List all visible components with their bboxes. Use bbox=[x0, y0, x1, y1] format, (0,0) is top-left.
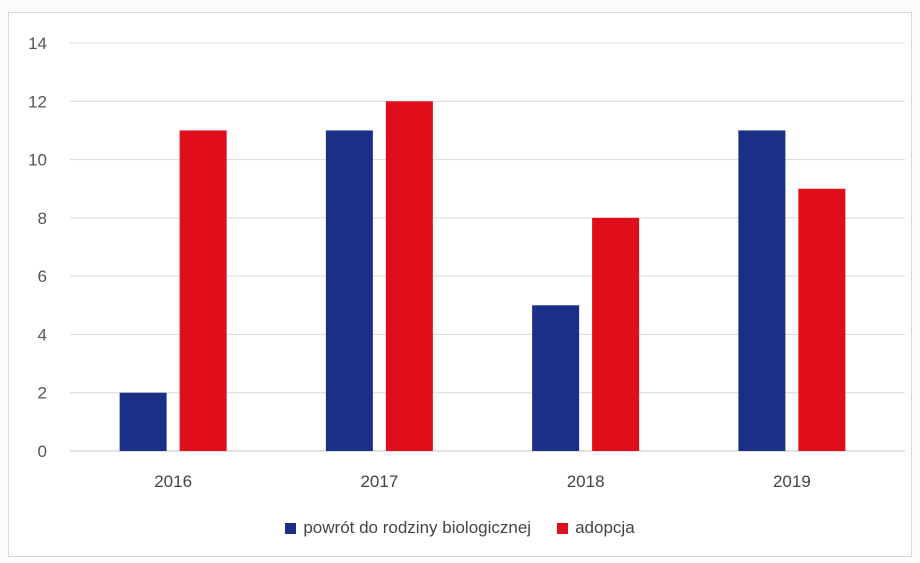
y-tick-label-12: 12 bbox=[28, 92, 47, 111]
bar-2018-series-1 bbox=[532, 305, 580, 451]
y-tick-label-0: 0 bbox=[38, 442, 47, 461]
legend-label-series-2: adopcja bbox=[575, 518, 635, 537]
legend-swatch-series-1 bbox=[285, 522, 297, 534]
legend: powrót do rodziny biologicznej adopcja bbox=[0, 518, 920, 538]
x-tick-label-2019: 2019 bbox=[773, 472, 811, 491]
bar-2019-series-2 bbox=[798, 188, 846, 451]
y-tick-label-2: 2 bbox=[38, 384, 47, 403]
x-tick-label-2016: 2016 bbox=[154, 472, 192, 491]
bar-2017-series-1 bbox=[325, 130, 373, 451]
y-tick-label-8: 8 bbox=[38, 209, 47, 228]
x-tick-label-2017: 2017 bbox=[360, 472, 398, 491]
y-tick-label-10: 10 bbox=[28, 151, 47, 170]
legend-label-series-1: powrót do rodziny biologicznej bbox=[303, 518, 532, 537]
legend-item-series-2: adopcja bbox=[557, 518, 635, 538]
bar-2018-series-2 bbox=[592, 217, 640, 451]
x-tick-label-2018: 2018 bbox=[567, 472, 605, 491]
bar-2017-series-2 bbox=[385, 101, 433, 452]
y-tick-label-4: 4 bbox=[38, 325, 47, 344]
y-tick-label-14: 14 bbox=[28, 34, 47, 53]
bar-2016-series-1 bbox=[119, 392, 167, 451]
y-tick-label-6: 6 bbox=[38, 267, 47, 286]
bar-2016-series-2 bbox=[179, 130, 227, 451]
bar-2019-series-1 bbox=[738, 130, 786, 451]
legend-item-series-1: powrót do rodziny biologicznej bbox=[285, 518, 531, 538]
legend-swatch-series-2 bbox=[557, 522, 569, 534]
